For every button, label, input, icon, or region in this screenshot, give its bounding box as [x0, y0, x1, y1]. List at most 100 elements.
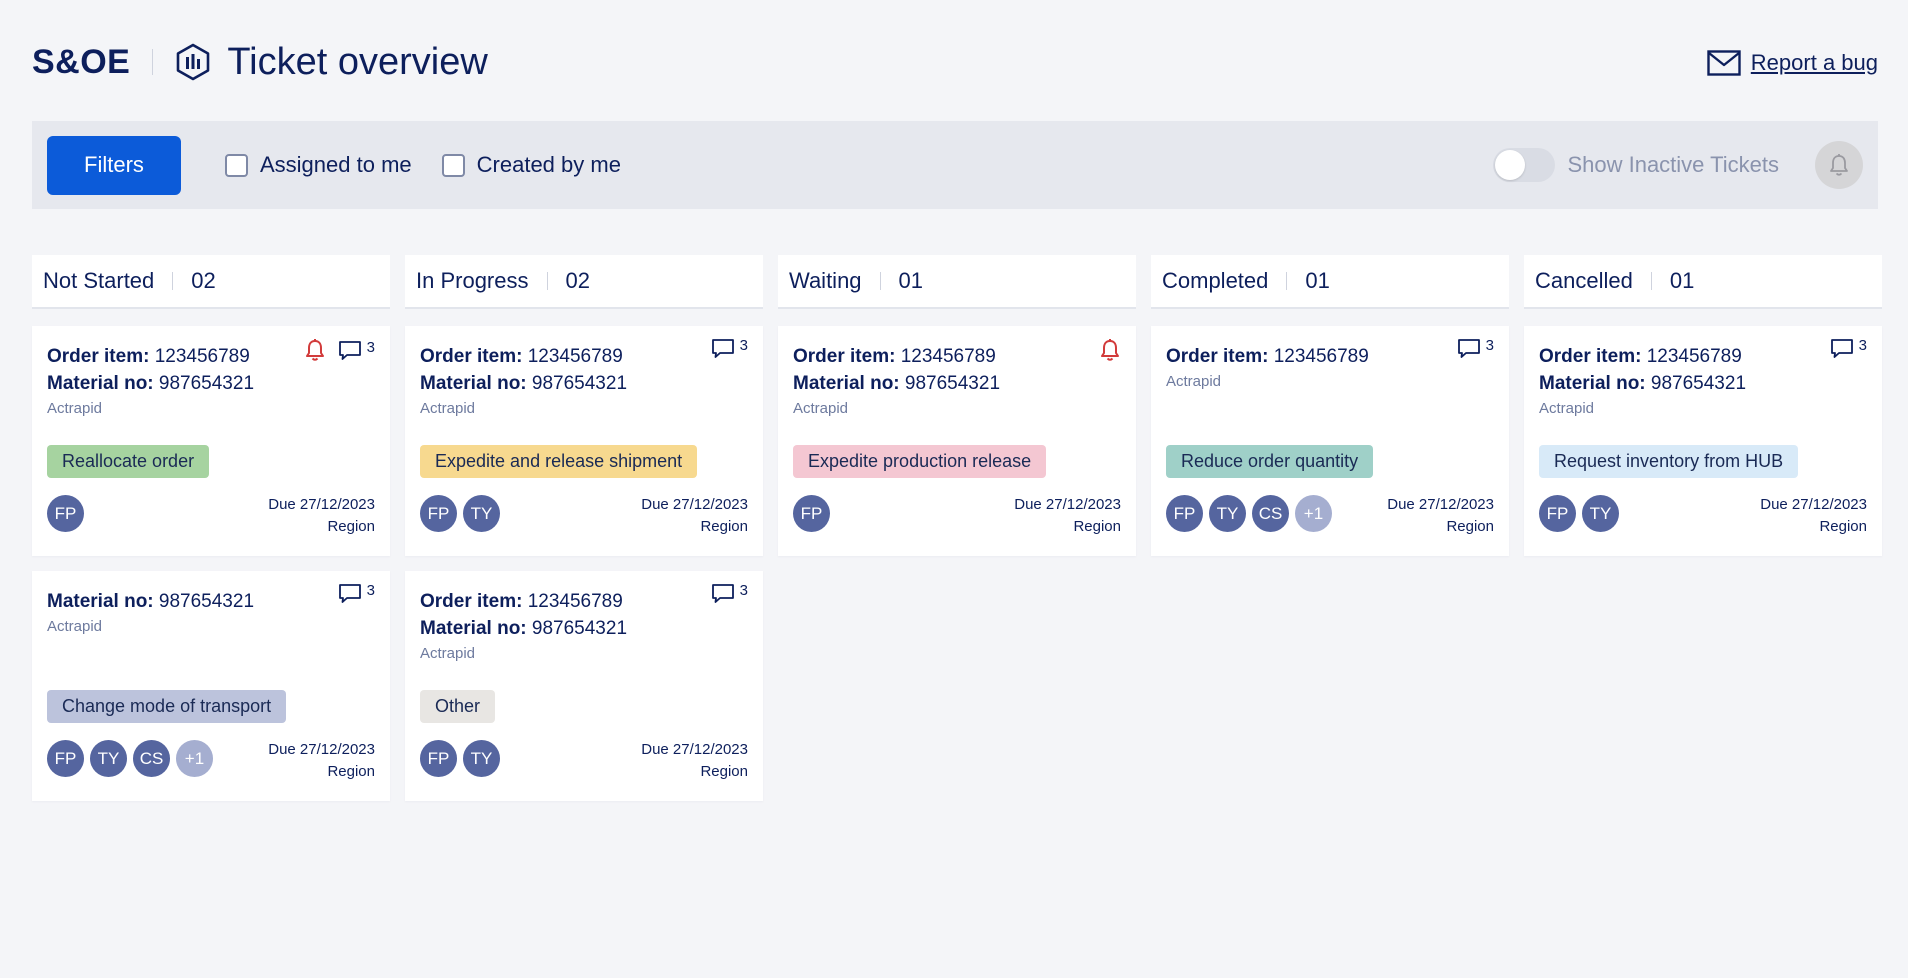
notifications-button[interactable]: [1815, 141, 1863, 189]
column-divider: [546, 272, 548, 290]
page-header: S&OE Ticket overview: [32, 38, 488, 86]
avatar[interactable]: FP: [793, 495, 830, 532]
order-item-label: Order item:: [420, 591, 523, 612]
comment-count: 3: [739, 337, 748, 354]
comment-count: 3: [739, 582, 748, 599]
assigned-to-me-checkbox[interactable]: Assigned to me: [225, 152, 412, 178]
assignee-avatars: FP TY CS +1: [1166, 495, 1332, 532]
more-assignees-avatar[interactable]: +1: [1295, 495, 1332, 532]
checkbox-box[interactable]: [225, 153, 248, 177]
comment-count: 3: [1858, 337, 1867, 354]
due-info: Due 27/12/2023 Region: [1760, 494, 1867, 538]
avatar[interactable]: TY: [463, 740, 500, 777]
avatar[interactable]: FP: [47, 740, 84, 777]
region-label: Region: [700, 518, 748, 535]
column-divider: [879, 272, 881, 290]
toggle-knob[interactable]: [1495, 150, 1526, 180]
bell-icon[interactable]: [1828, 153, 1850, 177]
order-item-value: 123456789: [527, 591, 623, 612]
avatar[interactable]: CS: [1252, 495, 1289, 532]
order-item-value: 123456789: [1273, 346, 1369, 367]
material-no-value: 987654321: [531, 373, 628, 394]
report-bug[interactable]: Report a bug: [1707, 50, 1878, 76]
checkbox-box[interactable]: [441, 153, 465, 177]
alert-bell-icon[interactable]: [304, 338, 326, 362]
comments-button[interactable]: 3: [338, 340, 375, 361]
comment-count: 3: [366, 582, 375, 599]
comment-icon[interactable]: [338, 340, 362, 361]
due-info: Due 27/12/2023 Region: [641, 739, 748, 783]
assignee-avatars: FP TY: [420, 740, 500, 777]
card-icons: 3: [1457, 338, 1494, 359]
avatar[interactable]: FP: [420, 495, 457, 532]
order-item-label: Order item:: [1539, 346, 1642, 367]
ticket-card[interactable]: Order item: 123456789 Material no: 987654…: [405, 326, 763, 556]
due-info: Due 27/12/2023 Region: [268, 494, 375, 538]
avatar[interactable]: TY: [463, 495, 500, 532]
comments-button[interactable]: 3: [711, 338, 748, 359]
comment-icon[interactable]: [711, 583, 735, 604]
ticket-card[interactable]: Material no: 987654321 Actrapid 3 Change mo…: [32, 571, 390, 801]
order-item-value: 123456789: [1646, 346, 1742, 367]
show-inactive-label: Show Inactive Tickets: [1567, 152, 1779, 177]
comments-button[interactable]: 3: [338, 583, 375, 604]
comments-button[interactable]: 3: [711, 583, 748, 604]
mail-icon[interactable]: [1707, 50, 1741, 76]
column-header: Waiting 01: [778, 255, 1136, 309]
avatar[interactable]: FP: [1539, 495, 1576, 532]
more-assignees-avatar[interactable]: +1: [176, 740, 213, 777]
avatar[interactable]: TY: [90, 740, 127, 777]
column-title: In Progress: [416, 268, 529, 293]
ticket-card[interactable]: Order item: 123456789 Material no: 987654…: [778, 326, 1136, 556]
due-date: Due 27/12/2023: [1760, 496, 1867, 513]
material-no-value: 987654321: [904, 373, 1001, 394]
material-no-line: Material no: 987654321: [420, 370, 748, 397]
avatar[interactable]: TY: [1209, 495, 1246, 532]
due-date: Due 27/12/2023: [1387, 496, 1494, 513]
region-label: Region: [1446, 518, 1494, 535]
product-name: Actrapid: [1539, 400, 1595, 417]
ticket-card[interactable]: Order item: 123456789 Material no: 987654…: [32, 326, 390, 556]
avatar[interactable]: FP: [420, 740, 457, 777]
due-info: Due 27/12/2023 Region: [1014, 494, 1121, 538]
alert-bell-icon[interactable]: [1099, 338, 1121, 362]
comment-icon[interactable]: [1830, 338, 1854, 359]
ticket-card[interactable]: Order item: 123456789 Material no: 987654…: [1524, 326, 1882, 556]
report-bug-link[interactable]: Report a bug: [1750, 50, 1878, 75]
column-count: 02: [565, 268, 590, 293]
column-header: Not Started 02: [32, 255, 390, 309]
column-divider: [172, 272, 174, 290]
material-no-line: Material no: 987654321: [47, 370, 375, 397]
order-item-line: Order item: 123456789: [1166, 343, 1494, 370]
column-divider: [1286, 272, 1288, 290]
created-by-me-checkbox[interactable]: Created by me: [441, 152, 621, 178]
assignee-avatars: FP TY CS +1: [47, 740, 213, 777]
column-count: 01: [898, 268, 924, 293]
filters-button[interactable]: Filters: [47, 135, 181, 195]
ticket-card[interactable]: Order item: 123456789 Actrapid 3 Reduce ord…: [1151, 326, 1509, 556]
avatar[interactable]: FP: [47, 495, 84, 532]
material-no-line: Material no: 987654321: [793, 370, 1121, 397]
region-label: Region: [1819, 518, 1867, 535]
show-inactive-toggle[interactable]: [1493, 148, 1556, 182]
card-icons: 3: [338, 583, 375, 604]
action-tag: Expedite and release shipment: [420, 445, 698, 478]
ticket-card[interactable]: Order item: 123456789 Material no: 987654…: [405, 571, 763, 801]
avatar[interactable]: FP: [1166, 495, 1203, 532]
comment-icon[interactable]: [1457, 338, 1481, 359]
order-item-value: 123456789: [900, 346, 996, 367]
avatar[interactable]: TY: [1582, 495, 1619, 532]
comment-icon[interactable]: [711, 338, 735, 359]
card-icons: 3: [304, 338, 375, 362]
avatar[interactable]: CS: [133, 740, 170, 777]
comments-button[interactable]: 3: [1457, 338, 1494, 359]
material-no-line: Material no: 987654321: [420, 615, 748, 642]
order-item-line: Order item: 123456789: [47, 343, 375, 370]
comment-icon[interactable]: [338, 583, 362, 604]
product-name: Actrapid: [1166, 373, 1222, 390]
column-title: Completed: [1162, 268, 1269, 293]
material-no-label: Material no:: [420, 373, 527, 394]
comments-button[interactable]: 3: [1830, 338, 1867, 359]
product-name: Actrapid: [47, 400, 103, 417]
order-item-label: Order item:: [420, 346, 523, 367]
